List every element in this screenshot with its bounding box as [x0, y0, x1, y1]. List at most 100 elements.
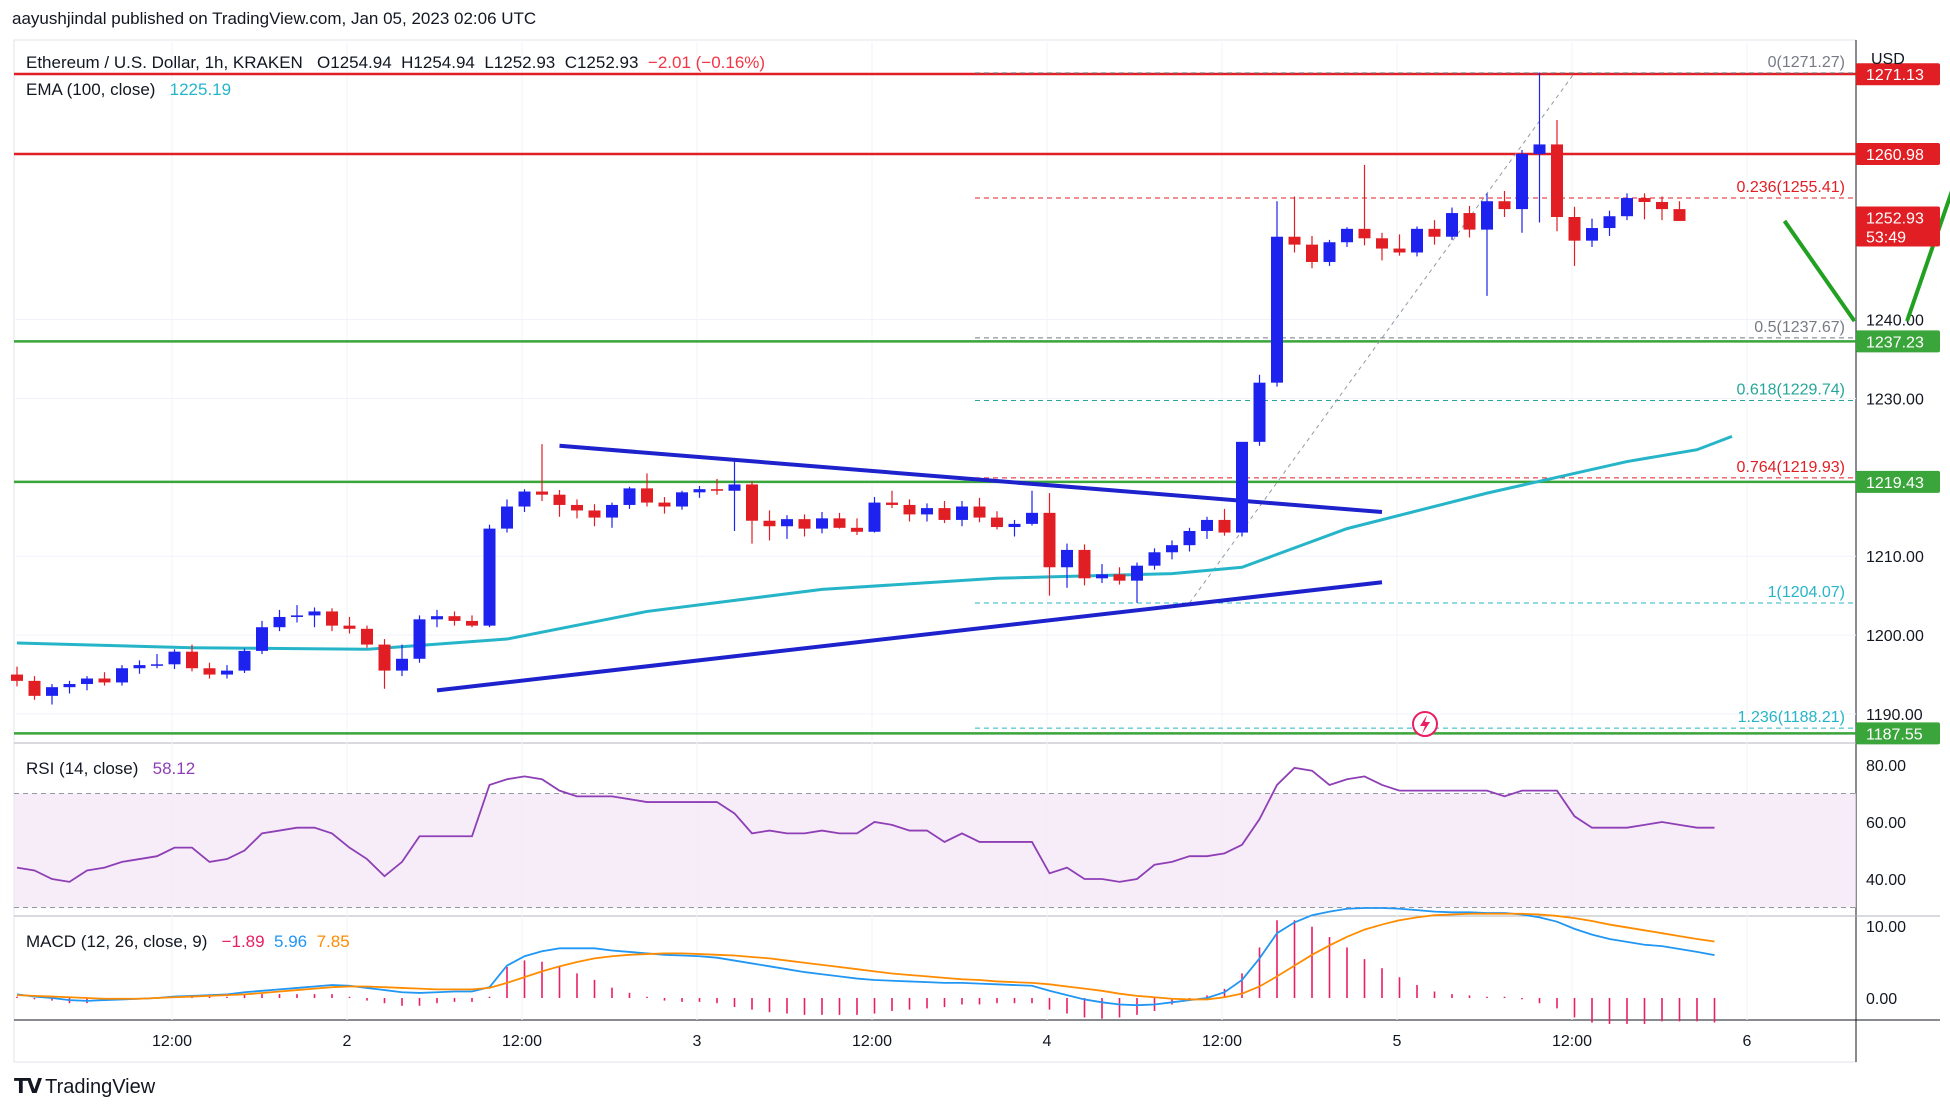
candle-body [63, 684, 76, 688]
watermark-text: TradingView [45, 1076, 156, 1098]
candle-body [728, 484, 741, 491]
chart-frame [13, 39, 1857, 1063]
candle-body [1498, 201, 1511, 210]
candle-body [1043, 512, 1056, 568]
candle-body [46, 687, 58, 696]
candle-body [1376, 238, 1388, 249]
x-tick-label: 3 [693, 1033, 702, 1050]
fib-anchor-line [1189, 72, 1575, 604]
candle-body [763, 520, 776, 527]
candle-body [308, 611, 321, 616]
candle-body [1656, 202, 1668, 210]
price-tag [1856, 143, 1940, 166]
candle-body [1428, 228, 1441, 237]
candle-body [256, 627, 268, 651]
price-tag-label: 1237.23 [1866, 334, 1924, 351]
candle-body [1603, 216, 1616, 229]
candle-body [588, 510, 601, 518]
candle-body [221, 670, 233, 675]
fib-level-label: 0.618(1229.74) [1736, 381, 1845, 398]
x-tick-label: 5 [1393, 1033, 1402, 1050]
candle-body [1148, 552, 1161, 566]
candle-body [1236, 441, 1248, 533]
candle-body [606, 504, 618, 518]
candle-body [1638, 198, 1651, 203]
candle-body [361, 628, 373, 645]
candle-body [203, 668, 216, 675]
price-tag-label: 1271.13 [1866, 67, 1924, 84]
candle-body [483, 528, 496, 626]
candle-body [781, 519, 793, 527]
candle-body [326, 611, 338, 626]
fib-level-label: 0.5(1237.67) [1754, 319, 1845, 336]
candle-body [973, 506, 986, 518]
candle-body [1008, 523, 1021, 528]
publisher-line: aayushjindal published on TradingView.co… [12, 9, 537, 28]
ohlc-high: H1254.94 [401, 53, 475, 72]
candle-body [1446, 213, 1458, 237]
candle-body [81, 678, 93, 685]
candle-body [1673, 209, 1686, 221]
fib-level-label: 1(1204.07) [1768, 584, 1845, 601]
ohlc-open: O1254.94 [317, 53, 392, 72]
candle-body [151, 664, 163, 666]
candle-body [746, 484, 758, 521]
candle-body [1323, 242, 1336, 262]
lightning-icon [1420, 715, 1430, 734]
ohlc-close: C1252.93 [564, 53, 639, 72]
candle-body [536, 491, 548, 495]
rsi-value: 58.12 [152, 759, 196, 778]
candle-body [98, 678, 111, 683]
macd-signal-line [16, 912, 1715, 1001]
candle-body [1358, 228, 1371, 239]
fib-level-label: 0.764(1219.93) [1736, 459, 1845, 476]
fib-level-label: 0(1271.27) [1768, 54, 1845, 71]
y-tick-label: 1190.00 [1866, 707, 1923, 724]
candle-body [378, 644, 391, 671]
candle-body [1288, 236, 1301, 245]
macd-y-tick-label: 0.00 [1866, 991, 1897, 1008]
macd-line-value: 5.96 [274, 932, 308, 951]
rsi-label: RSI (14, close) [26, 759, 139, 778]
macd-y-tick-label: 10.00 [1866, 919, 1906, 936]
price-change: −2.01 (−0.16%) [647, 53, 766, 72]
candle-body [396, 658, 408, 671]
candle-body [693, 489, 706, 493]
price-tag-label: 1187.55 [1866, 726, 1923, 743]
trendline-lower [436, 580, 1383, 693]
price-tag-label: 1252.93 [1866, 211, 1924, 228]
candle-body [1586, 228, 1598, 241]
candle-body [921, 508, 933, 515]
x-tick-label: 12:00 [502, 1033, 542, 1050]
x-tick-label: 4 [1043, 1033, 1052, 1050]
candle-body [448, 616, 461, 621]
price-tag [1856, 206, 1940, 247]
x-tick-label: 6 [1743, 1033, 1752, 1050]
candle-body [343, 625, 356, 629]
candle-body [886, 502, 898, 505]
candle-body [1253, 382, 1266, 442]
candle-body [291, 615, 303, 617]
x-tick-label: 12:00 [152, 1033, 192, 1050]
x-tick-label: 12:00 [1552, 1033, 1592, 1050]
candle-body [11, 674, 23, 681]
candle-body [413, 619, 426, 659]
fib-level-label: 1.236(1188.21) [1738, 709, 1845, 726]
x-tick-label: 12:00 [852, 1033, 892, 1050]
candle-body [518, 491, 531, 507]
candle-body [1078, 549, 1091, 579]
candle-body [676, 492, 688, 507]
candle-body [991, 517, 1003, 528]
candle-body [816, 518, 828, 529]
y-tick-label: 1240.00 [1866, 313, 1924, 330]
macd-hist-value: −1.89 [221, 932, 265, 951]
rsi-y-tick-label: 40.00 [1866, 872, 1906, 889]
candle-body [1096, 574, 1108, 579]
candle-body [1481, 201, 1493, 230]
candle-body [903, 504, 916, 515]
ema-value: 1225.19 [169, 80, 232, 99]
candle-body [1568, 217, 1581, 241]
candle-body [431, 616, 443, 620]
symbol-title: Ethereum / U.S. Dollar, 1h, KRAKEN [26, 53, 303, 72]
